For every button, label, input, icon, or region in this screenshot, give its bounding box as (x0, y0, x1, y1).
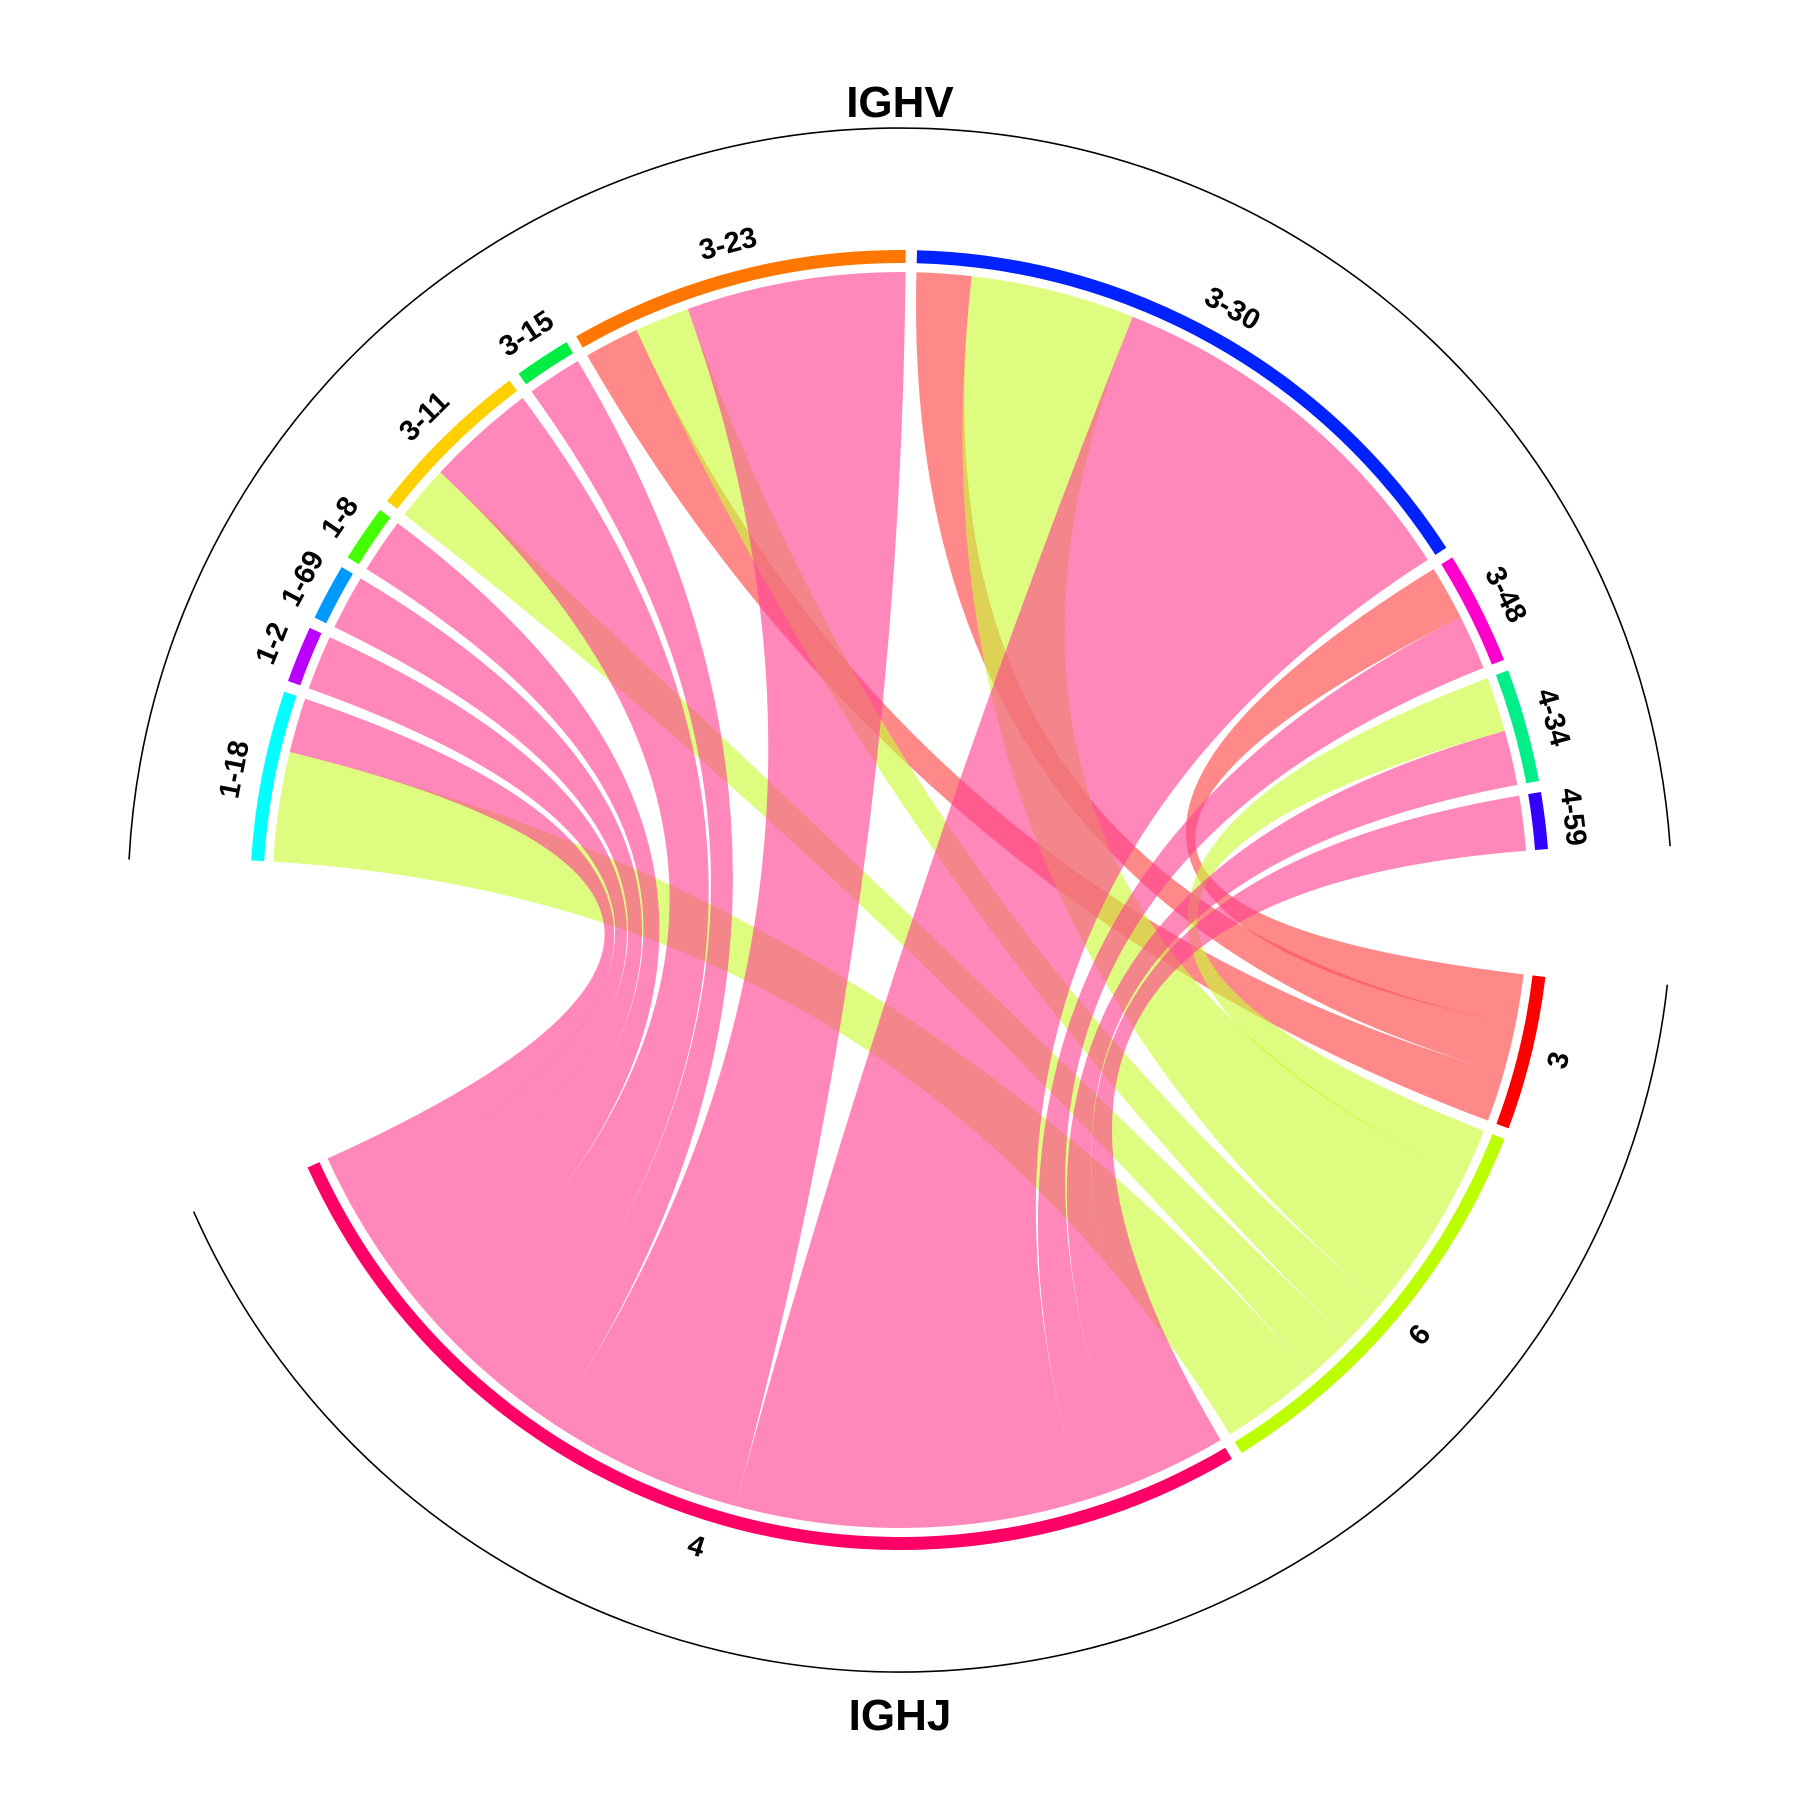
ribbon-3-23-to-6 (636, 308, 1382, 1341)
ighv-group-title: IGHV (846, 78, 954, 127)
label-ighv-3-23: 3-23 (696, 221, 760, 267)
ribbon-1-69-to-4 (334, 578, 643, 1288)
ribbon-1-2-to-4 (308, 637, 627, 1247)
label-ighv-1-2: 1-2 (250, 618, 295, 669)
label-ighv-4-34: 4-34 (1530, 685, 1576, 750)
sector-ighv-3-11 (386, 380, 518, 509)
ribbon-3-48-to-4 (1037, 617, 1484, 1501)
sector-ighv-3-23 (576, 249, 906, 348)
ribbon-3-30-to-4 (735, 316, 1428, 1529)
segment-sectors (251, 249, 1548, 1550)
ribbon-3-11-to-4 (438, 398, 709, 1394)
ribbon-3-15-to-4 (512, 360, 733, 1424)
label-ighv-1-18: 1-18 (213, 738, 256, 801)
sector-ighj-3 (1496, 975, 1546, 1129)
outer-arc-bottom (192, 984, 1669, 1673)
ighj-group-title: IGHJ (849, 1691, 952, 1740)
sector-ighv-1-2 (288, 627, 322, 686)
label-ighv-4-59: 4-59 (1553, 786, 1592, 848)
ribbon-1-18-to-6 (273, 752, 1312, 1435)
label-ighv-3-48: 3-48 (1478, 562, 1533, 628)
sector-ighv-1-69 (314, 567, 353, 624)
sector-ighv-1-18 (251, 691, 297, 862)
ribbon-3-23-to-4 (552, 271, 906, 1507)
ribbon-3-48-to-3 (1185, 568, 1524, 1025)
outer-frame-arcs (128, 127, 1671, 1673)
chord-ribbons (273, 271, 1527, 1529)
ribbon-4-34-to-6 (1187, 678, 1505, 1177)
label-ighj-3: 3 (1541, 1049, 1576, 1072)
ribbon-1-8-to-4 (366, 523, 660, 1326)
label-ighj-4: 4 (684, 1529, 709, 1564)
outer-arc-top (128, 127, 1671, 860)
label-ighj-6: 6 (1402, 1319, 1437, 1352)
sector-ighv-4-34 (1495, 670, 1539, 784)
sector-ighv-3-15 (518, 342, 574, 385)
ribbon-4-34-to-4 (1066, 730, 1518, 1485)
sector-ighv-1-8 (347, 509, 391, 565)
label-ighv-1-8: 1-8 (315, 491, 365, 544)
sector-ighv-3-48 (1441, 557, 1504, 665)
sector-ighv-4-59 (1528, 792, 1548, 851)
ribbon-1-18-to-4 (289, 698, 615, 1204)
